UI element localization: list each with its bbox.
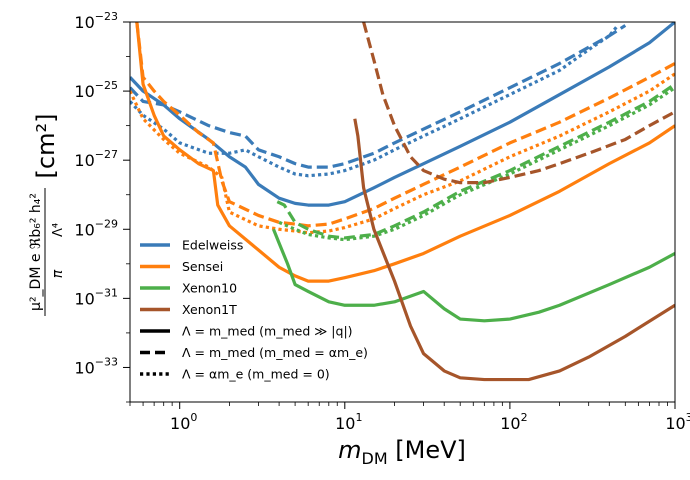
series-layer	[130, 22, 675, 382]
y-axis-title-numerator: μ²_DM e ℜb₆² h₄²	[28, 193, 44, 311]
legend-item-edelweiss-label: Edelweiss	[182, 238, 243, 253]
legend-item-dashed-label: Λ = m_med (m_med = αm_e)	[182, 345, 368, 360]
legend: Edelweiss Sensei Xenon10 Xenon1T Λ = m_med (…	[140, 238, 368, 382]
series-line-xenon10-solid	[272, 228, 675, 323]
y-tick-label: 10−25	[74, 79, 118, 101]
y-tick-label: 10−23	[74, 10, 118, 32]
y-axis-title: μ²_DM e ℜb₆² h₄² π Λ⁴ [cm²]	[28, 114, 66, 316]
series-line-edelweiss-dotted	[130, 24, 619, 178]
x-tick-label: 102	[500, 411, 527, 433]
legend-item-sensei-label: Sensei	[182, 259, 223, 274]
legend-item-solid-label: Λ = m_med (m_med ≫ |q|)	[182, 324, 353, 339]
series-line-sensei-solid	[135, 22, 675, 283]
y-axis-title-denominator: π	[50, 269, 66, 278]
legend-item-xenon1t-label: Xenon1T	[182, 302, 237, 317]
series-line-xenon10-dashed	[276, 82, 675, 240]
series-line-xenon1t-solid	[353, 118, 675, 382]
x-tick-label: 100	[170, 411, 197, 433]
legend-item-xenon10-label: Xenon10	[182, 281, 237, 296]
series-line-xenon10-dotted	[278, 86, 675, 242]
series-line-xenon1t-dashed	[362, 22, 675, 185]
y-tick-label: 10−31	[74, 286, 118, 308]
series-line-edelweiss-dashed	[130, 24, 627, 169]
x-tick-label: 103	[665, 411, 690, 433]
plot-frame	[129, 21, 676, 403]
y-tick-label: 10−33	[74, 355, 118, 377]
x-tick-label: 101	[335, 411, 362, 433]
legend-item-dotted-label: Λ = αm_e (m_med = 0)	[182, 367, 330, 382]
y-tick-label: 10−29	[74, 217, 118, 239]
y-axis-title-lambda: Λ⁴	[51, 223, 66, 237]
axis-ticks: 100 101 102 103 10−33 10−31 10−29 10−27 10−25 10−…	[74, 10, 690, 433]
y-tick-label: 10−27	[74, 148, 118, 170]
y-axis-title-unit: [cm²]	[32, 114, 60, 179]
x-axis-title: mDM [MeV]	[338, 436, 466, 468]
